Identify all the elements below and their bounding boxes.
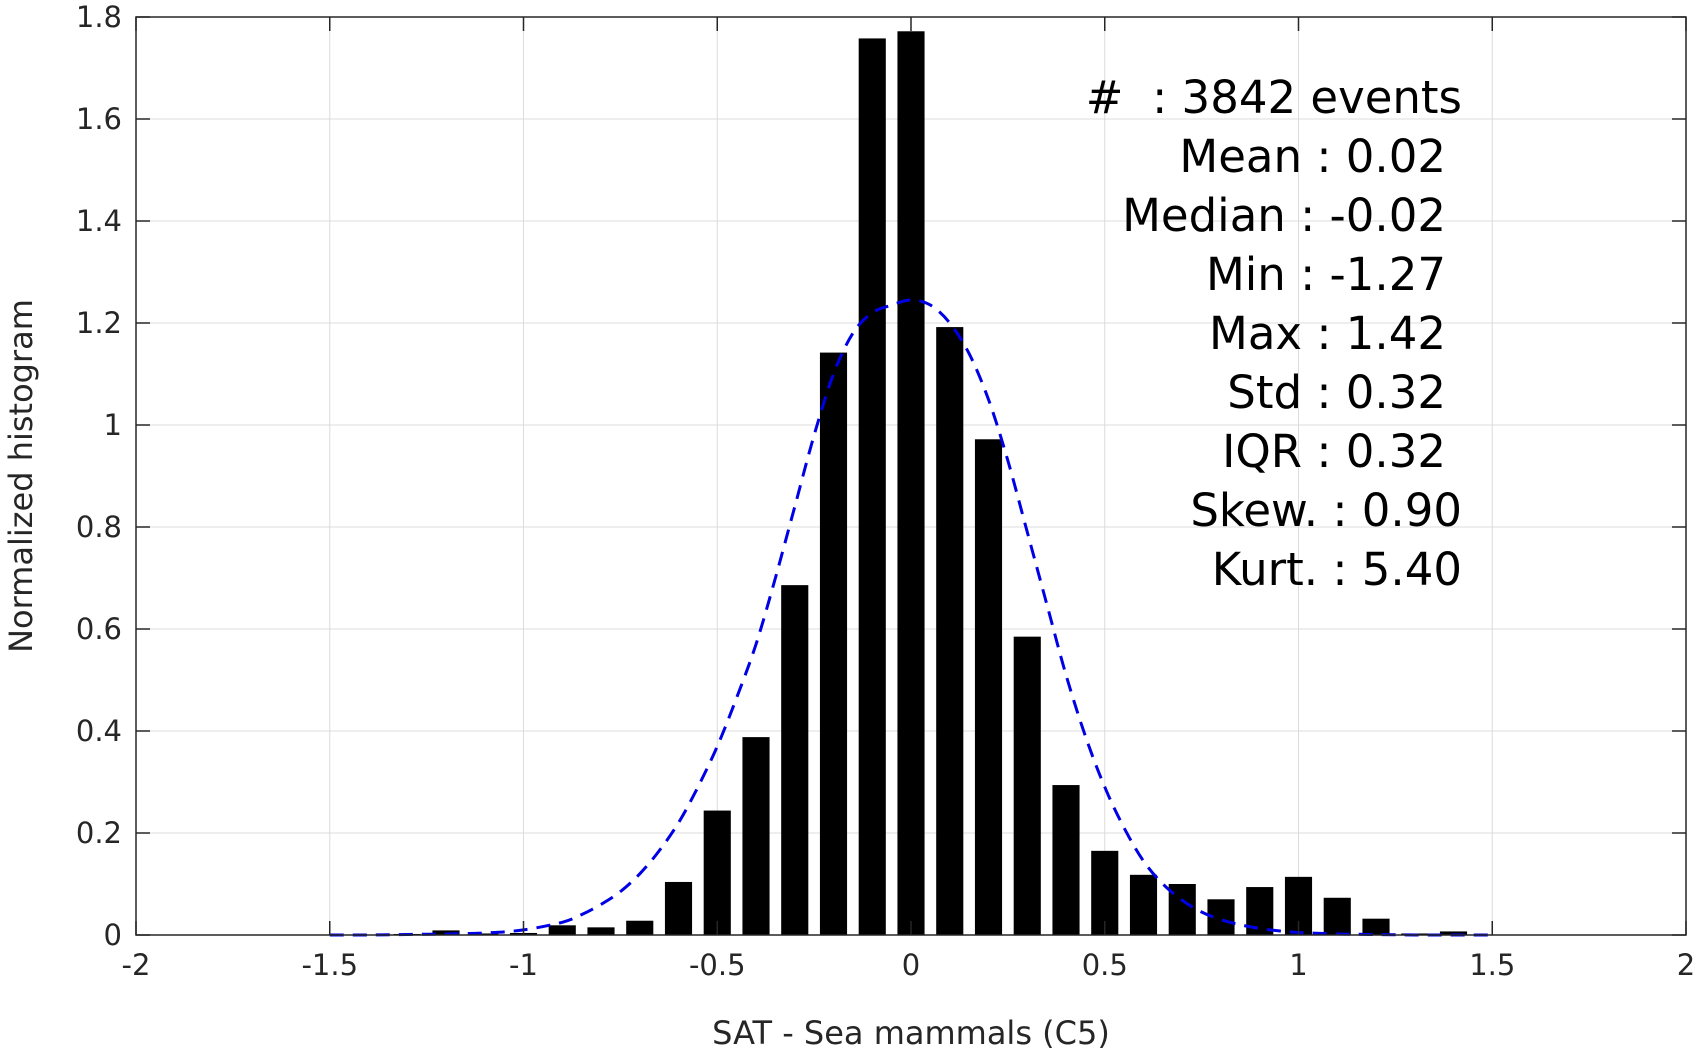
x-tick-label-0: -2: [122, 948, 151, 982]
stats-line-4: Max : 1.42: [1209, 307, 1446, 360]
histogram-bar-27: [1362, 918, 1390, 935]
histogram-bar-15: [897, 31, 925, 935]
histogram-bar-7: [587, 927, 615, 935]
x-axis-label: SAT - Sea mammals (C5): [712, 1014, 1110, 1052]
y-axis-label: Normalized histogram: [2, 299, 40, 653]
histogram-bar-21: [1129, 874, 1158, 935]
stats-line-2: Median : -0.02: [1122, 189, 1446, 242]
stats-line-1: Mean : 0.02: [1179, 130, 1446, 183]
y-tick-label-0: 0: [104, 918, 122, 952]
histogram-bar-14: [858, 38, 886, 936]
histogram-bar-18: [1013, 636, 1041, 935]
y-tick-label-4: 0.8: [76, 510, 122, 544]
x-tick-label-4: 0: [902, 948, 920, 982]
x-tick-label-5: 0.5: [1082, 948, 1128, 982]
stats-line-6: IQR : 0.32: [1222, 425, 1446, 478]
histogram-bar-20: [1091, 850, 1119, 935]
histogram-bar-16: [936, 327, 964, 936]
axes-box: [135, 16, 1687, 936]
x-tick-label-1: -1.5: [301, 948, 358, 982]
y-tick-label-6: 1.2: [76, 306, 122, 340]
histogram-bar-9: [664, 881, 693, 935]
stats-annotation: # : 3842 events Mean : 0.02 Median : -0.02…: [1086, 71, 1462, 596]
stats-line-8: Kurt. : 5.40: [1212, 543, 1462, 596]
y-tick-label-8: 1.6: [76, 102, 122, 136]
histogram-bar-12: [781, 585, 809, 935]
histogram-bars: [393, 31, 1468, 936]
stats-line-7: Skew. : 0.90: [1190, 484, 1462, 537]
x-tick-label-6: 1: [1289, 948, 1307, 982]
stats-line-0: # : 3842 events: [1086, 71, 1462, 124]
histogram-bar-26: [1323, 897, 1351, 935]
histogram-bar-6: [548, 925, 576, 935]
histogram-bar-8: [626, 920, 654, 935]
x-tick-label-8: 2: [1677, 948, 1695, 982]
y-tick-label-1: 0.2: [76, 816, 122, 850]
y-tick-label-5: 1: [104, 408, 122, 442]
x-tick-label-3: -0.5: [689, 948, 746, 982]
y-tick-label-7: 1.4: [76, 204, 122, 238]
x-tick-label-7: 1.5: [1469, 948, 1515, 982]
histogram-bar-29: [1439, 931, 1468, 935]
y-tick-label-9: 1.8: [76, 0, 122, 34]
x-tick-labels: -2 -1.5 -1 -0.5 0 0.5 1 1.5 2: [122, 948, 1696, 982]
x-tick-label-2: -1: [509, 948, 538, 982]
y-tick-label-2: 0.4: [76, 714, 122, 748]
y-tick-labels: 0 0.2 0.4 0.6 0.8 1 1.2 1.4 1.6 1.8: [76, 0, 122, 952]
stats-line-3: Min : -1.27: [1206, 248, 1446, 301]
histogram-bar-11: [742, 737, 770, 935]
y-tick-label-3: 0.6: [76, 612, 122, 646]
stats-line-5: Std : 0.32: [1227, 366, 1446, 419]
histogram-bar-17: [974, 439, 1003, 935]
histogram-bar-10: [703, 810, 731, 935]
fit-curve: [329, 298, 1493, 937]
histogram-bar-4: [471, 933, 499, 935]
histogram-bar-19: [1052, 785, 1080, 935]
histogram-bar-13: [819, 352, 848, 936]
